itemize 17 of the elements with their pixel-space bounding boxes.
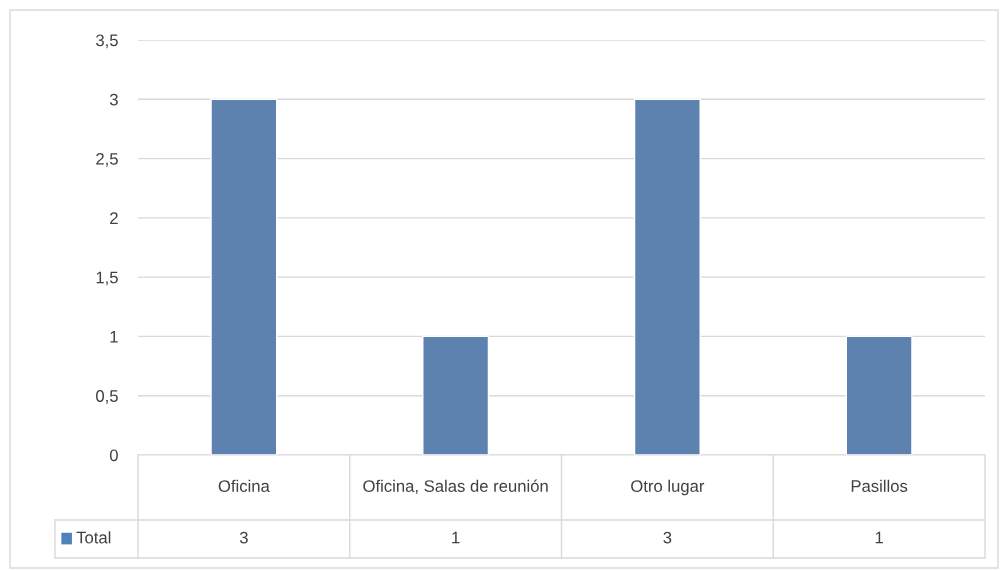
legend-label: Total [76,531,111,544]
data-label: 1 [875,531,883,544]
y-tick-label: 2 [110,212,118,224]
y-tick-label: 2,5 [96,152,118,167]
data-label: 3 [239,531,248,544]
x-tick-label: Oficina [218,479,270,492]
x-tick-label: Pasillos [851,479,908,492]
data-label: 1 [452,531,460,544]
y-tick-label: 3 [109,93,118,106]
data-label: 3 [663,531,672,544]
y-tick-label: 1,5 [96,271,118,286]
y-tick-label: 0 [109,449,118,462]
x-tick-label: Otro lugar [631,479,705,496]
x-tick-label: Oficina, Salas de reunión [363,479,548,494]
y-tick-label: 3,5 [96,34,118,49]
y-tick-label: 1 [110,331,118,343]
y-tick-label: 0,5 [96,390,118,404]
